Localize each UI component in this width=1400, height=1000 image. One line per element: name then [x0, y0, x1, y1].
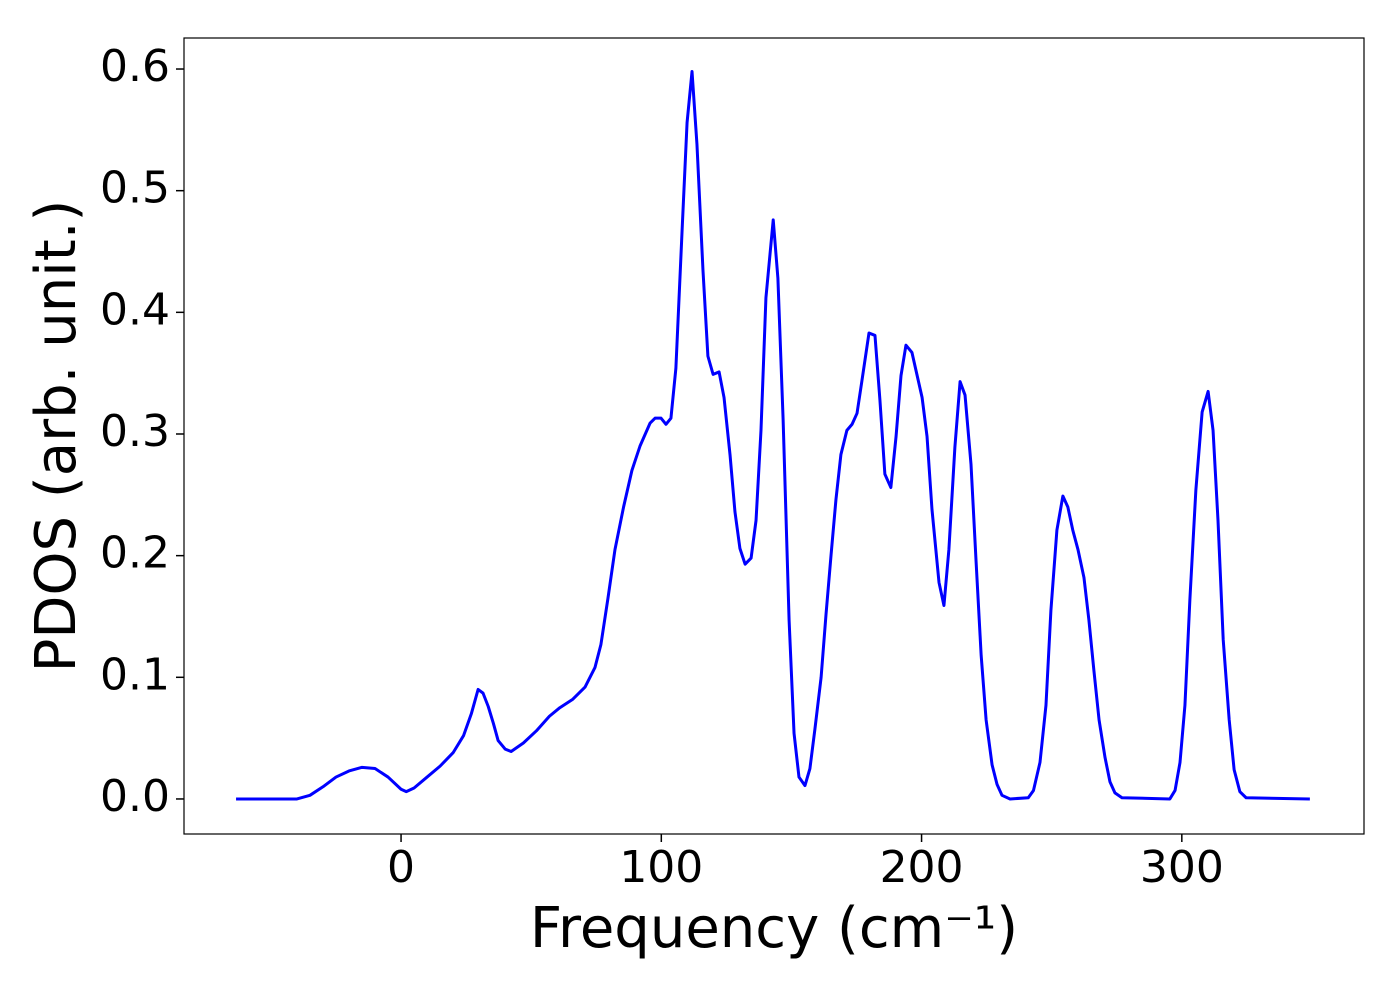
- y-tick-label: 0.6: [100, 41, 170, 92]
- x-tick-label: 300: [1140, 842, 1224, 893]
- y-tick-label: 0.3: [100, 406, 170, 457]
- plot-frame: [183, 37, 1365, 835]
- data-line: [236, 69, 1310, 801]
- x-tick-label: 200: [880, 842, 964, 893]
- x-tick-label: 100: [619, 842, 703, 893]
- y-tick-label: 0.0: [100, 771, 170, 822]
- y-tick-label: 0.5: [100, 163, 170, 214]
- y-tick-label: 0.4: [100, 284, 170, 335]
- y-tick-label: 0.1: [100, 649, 170, 700]
- x-axis-label: Frequency (cm⁻¹): [530, 896, 1018, 961]
- x-tick-label: 0: [387, 842, 415, 893]
- y-tick-label: 0.2: [100, 528, 170, 579]
- y-axis-label: PDOS (arb. unit.): [24, 200, 89, 673]
